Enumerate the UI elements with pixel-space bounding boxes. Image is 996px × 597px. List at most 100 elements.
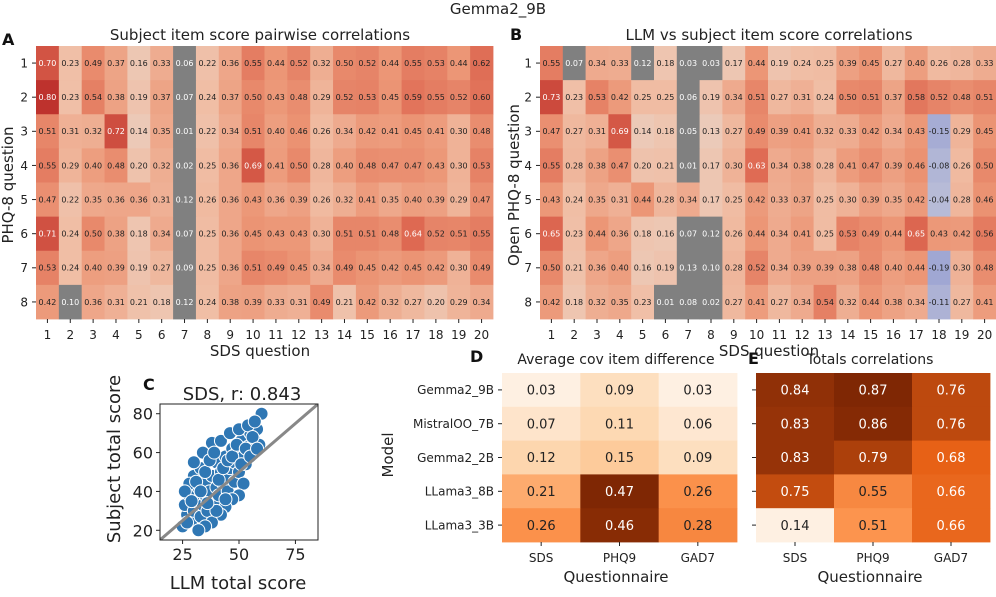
gridA-cell-label: 0.25	[198, 230, 216, 239]
gridA-cell	[470, 182, 494, 218]
gridD-cell	[658, 508, 738, 543]
gridA-cell-label: 0.47	[381, 161, 399, 170]
gridD-cell	[502, 440, 581, 475]
gridB-cell-label: 0.42	[611, 93, 629, 102]
gridB-cell	[676, 250, 700, 286]
gridA-cell-label: 0.52	[358, 59, 376, 68]
gridE-cell-label: 0.66	[937, 519, 966, 534]
gridB-cell	[813, 46, 837, 81]
gridB-cell	[836, 46, 860, 81]
panel-a-title: Subject item score pairwise correlations	[110, 26, 410, 44]
gridB-cell-label: 0.35	[588, 195, 606, 204]
gridB-cell-label: 0.41	[976, 298, 994, 307]
gridE-x-tick-label: PHQ9	[856, 551, 889, 565]
panel-b-ylabel: Open PHQ-8 question	[505, 104, 523, 266]
gridA-cell-label: 0.42	[381, 264, 399, 273]
gridB-cell-label: 0.50	[976, 161, 994, 170]
scatter-point	[213, 433, 228, 448]
gridB-cell-label: 0.53	[839, 230, 857, 239]
gridA-cell	[150, 148, 174, 183]
gridB-cell-label: 0.32	[839, 298, 857, 307]
gridA-cell	[104, 114, 128, 149]
gridA-cell	[104, 284, 128, 320]
gridB-cell	[927, 182, 951, 218]
gridA-x-tick-label: 14	[337, 328, 352, 342]
gridB-cell-label: 0.41	[839, 161, 857, 170]
panel-b-xlabel: SDS question	[719, 342, 819, 360]
gridA-cell-label: 0.50	[290, 161, 308, 170]
gridA-cell-label: 0.41	[427, 127, 445, 136]
gridB-cell	[722, 148, 746, 183]
identity-line	[160, 404, 318, 540]
gridA-cell	[173, 284, 197, 320]
gridA-cell	[424, 250, 448, 286]
gridA-cell-label: 0.52	[450, 93, 468, 102]
gridA-cell	[218, 250, 243, 286]
panel-b-heatmap: 0.55 0.07 0.34 0.33 0.12 0.18 0.03 0.03 0.17 0.44…	[524, 46, 996, 342]
gridB-cell-label: -0.19	[929, 264, 950, 273]
gridB-x-tick-label: 13	[817, 328, 832, 342]
gridB-cell-label: 0.27	[725, 127, 743, 136]
gridB-x-tick-label: 17	[909, 328, 924, 342]
gridA-cell-label: 0.49	[473, 264, 491, 273]
gridB-cell-label: 0.07	[565, 59, 583, 68]
gridB-cell	[722, 80, 746, 115]
gridE-cell	[912, 508, 991, 543]
gridB-cell	[790, 46, 814, 81]
gridB-cell-label: 0.48	[976, 264, 994, 273]
gridE-cell-label: 0.66	[937, 485, 966, 500]
gridB-cell-label: 0.65	[907, 230, 925, 239]
gridB-cell-label: 0.39	[862, 195, 880, 204]
gridB-cell	[882, 250, 906, 286]
gridB-cell-label: 0.26	[725, 230, 743, 239]
panel-d-heatmap: 0.03 0.09 0.03 0.07 0.11 0.06 0.12 0.15 0.09 0.21…	[413, 373, 738, 565]
gridD-cell-label: 0.15	[605, 451, 634, 466]
gridA-cell-label: 0.70	[39, 59, 57, 68]
gridA-cell-label: 0.60	[473, 93, 491, 102]
gridB-cell-label: 0.18	[634, 230, 652, 239]
gridA-cell-label: 0.39	[107, 264, 125, 273]
gridA-cell	[470, 80, 494, 115]
gridB-cell	[973, 182, 996, 218]
gridB-cell-label: 0.21	[565, 264, 583, 273]
gridB-cell	[768, 182, 792, 218]
gridB-cell-label: 0.28	[565, 161, 583, 170]
gridB-cell-label: 0.31	[588, 127, 606, 136]
gridA-cell	[195, 182, 220, 218]
gridB-cell-label: 0.33	[839, 127, 857, 136]
gridE-cell	[834, 406, 913, 441]
gridA-cell-label: 0.43	[267, 93, 285, 102]
gridA-cell-label: 0.53	[39, 264, 57, 273]
gridA-cell	[150, 216, 174, 252]
gridA-cell-label: 0.51	[450, 230, 468, 239]
gridA-cell-label: 0.37	[221, 93, 239, 102]
gridA-cell-label: 0.45	[244, 230, 262, 239]
gridB-cell	[654, 250, 678, 286]
gridA-cell-label: 0.59	[404, 93, 422, 102]
gridA-cell	[58, 148, 83, 183]
gridB-cell-label: 0.39	[884, 161, 902, 170]
gridB-cell-label: 0.10	[702, 264, 720, 273]
gridA-x-tick-label: 12	[291, 328, 306, 342]
gridA-cell-label: 0.33	[153, 59, 171, 68]
gridA-cell-label: 0.50	[244, 93, 262, 102]
gridA-y-tick-label: 1	[20, 56, 28, 70]
gridB-cell-label: 0.30	[839, 195, 857, 204]
gridA-cell-label: 0.53	[358, 93, 376, 102]
gridD-cell	[580, 406, 660, 441]
gridB-cell	[790, 80, 814, 115]
gridB-cell	[540, 216, 564, 252]
gridB-cell-label: 0.16	[634, 264, 652, 273]
gridB-cell	[699, 114, 723, 149]
gridA-cell	[355, 114, 380, 149]
panel-d-xlabel: Questionnaire	[563, 568, 668, 586]
gridE-cell	[912, 373, 991, 408]
gridA-cell	[378, 182, 402, 218]
gridB-cell-label: 0.32	[588, 298, 606, 307]
gridA-cell	[58, 80, 83, 115]
gridB-cell	[676, 46, 700, 81]
gridA-cell	[127, 284, 151, 320]
gridA-y-tick-label: 3	[20, 125, 28, 139]
panel-c-y-tick-label: 40	[133, 482, 153, 501]
panel-c-letter: C	[143, 375, 155, 394]
